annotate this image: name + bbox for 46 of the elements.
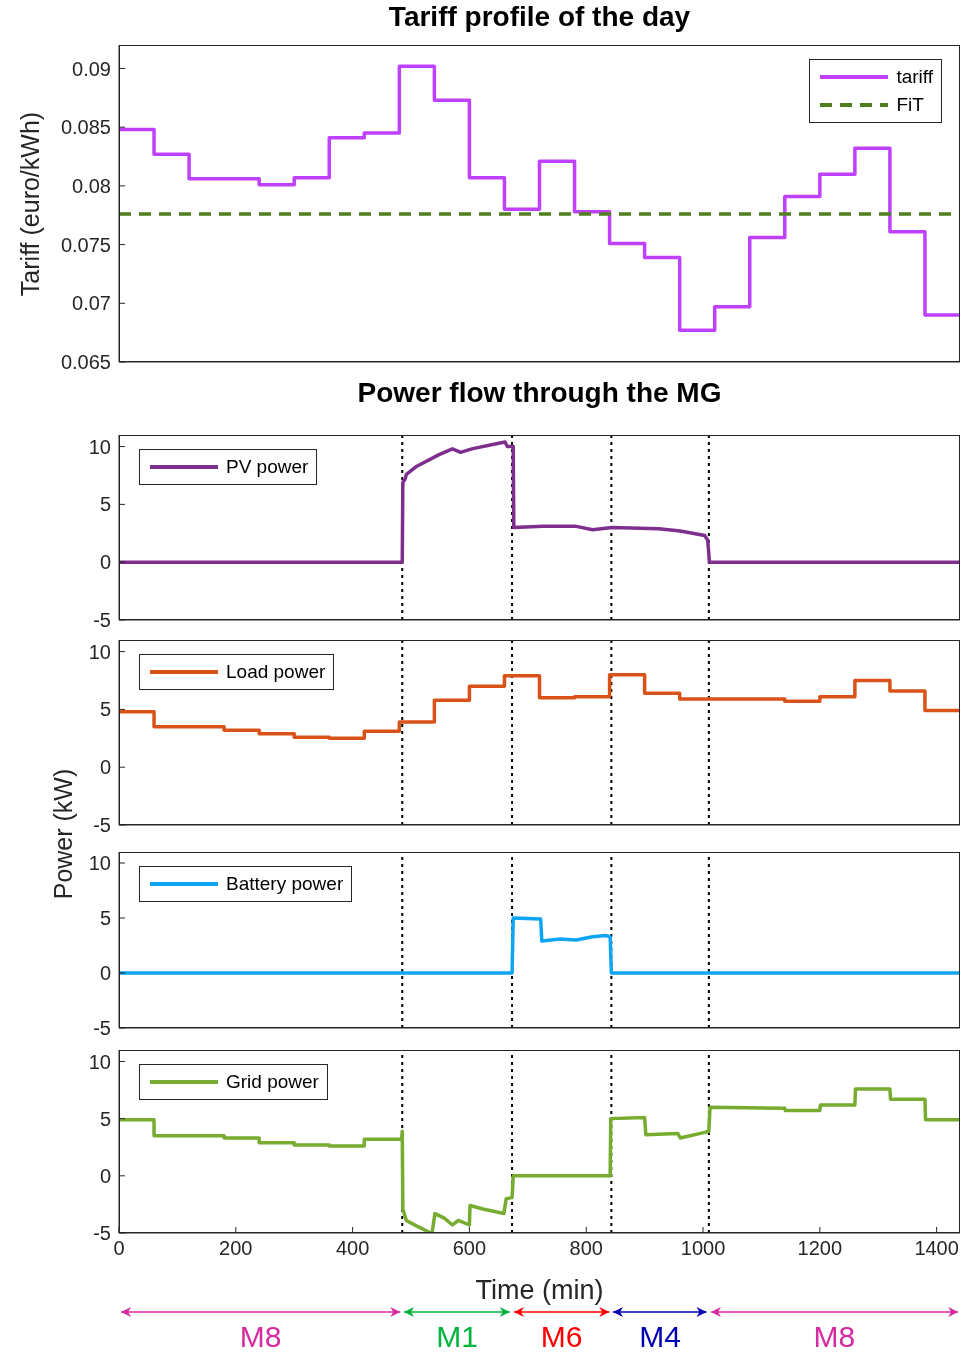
y-tick-label: 10 bbox=[88, 1050, 111, 1073]
y-tick-label: 10 bbox=[88, 852, 111, 875]
x-tick-label: 1400 bbox=[914, 1237, 959, 1260]
y-tick-label: -5 bbox=[93, 814, 111, 837]
text: M6 bbox=[539, 1320, 584, 1354]
y-tick-label: 10 bbox=[88, 435, 111, 458]
text: M8 bbox=[238, 1320, 283, 1354]
x-tick-label: 200 bbox=[219, 1237, 253, 1260]
x-tick-label: 800 bbox=[569, 1237, 603, 1260]
y-tick-label: 0.065 bbox=[60, 351, 111, 374]
legend-label: Grid power bbox=[226, 1071, 319, 1093]
y-tick-label: -5 bbox=[93, 609, 111, 632]
legend-label: FiT bbox=[896, 94, 924, 116]
y-tick-label: 0.09 bbox=[72, 57, 111, 80]
y-tick-label: 5 bbox=[99, 1107, 111, 1130]
y-tick-label: 5 bbox=[99, 493, 111, 516]
x-tick-label: 1000 bbox=[680, 1237, 726, 1260]
y-tick-label: -5 bbox=[93, 1017, 111, 1040]
chart-title: Power flow through the MG bbox=[356, 377, 723, 410]
y-tick-label: 0 bbox=[99, 756, 111, 779]
chart-title: Tariff profile of the day bbox=[387, 1, 692, 34]
y-tick-label: 0.075 bbox=[60, 233, 111, 256]
y-axis-title: Tariff (euro/kWh) bbox=[16, 110, 45, 298]
text: M1 bbox=[435, 1320, 479, 1354]
x-axis-title: Time (min) bbox=[474, 1275, 605, 1306]
y-axis-title: Power (kW) bbox=[49, 767, 78, 902]
y-tick-label: 0 bbox=[99, 1164, 111, 1187]
legend-label: Load power bbox=[226, 661, 326, 683]
y-tick-label: 0.08 bbox=[72, 174, 111, 197]
legend-label: Battery power bbox=[226, 873, 344, 895]
y-tick-label: 5 bbox=[99, 907, 111, 930]
text: M8 bbox=[812, 1320, 857, 1354]
y-tick-label: 0 bbox=[99, 551, 111, 574]
y-tick-label: 0.07 bbox=[72, 292, 111, 315]
text: M4 bbox=[638, 1320, 682, 1354]
x-tick-label: 600 bbox=[452, 1237, 487, 1260]
x-tick-label: 1200 bbox=[797, 1237, 843, 1260]
y-tick-label: 0 bbox=[99, 962, 111, 985]
legend-label: PV power bbox=[226, 456, 309, 478]
legend-label: tariff bbox=[896, 66, 933, 88]
y-tick-label: 10 bbox=[88, 640, 111, 663]
y-tick-label: 0.085 bbox=[60, 116, 111, 139]
y-tick-label: 5 bbox=[99, 698, 111, 721]
y-tick-label: -5 bbox=[93, 1222, 111, 1245]
x-tick-label: 0 bbox=[113, 1237, 125, 1260]
x-tick-label: 400 bbox=[335, 1237, 370, 1260]
